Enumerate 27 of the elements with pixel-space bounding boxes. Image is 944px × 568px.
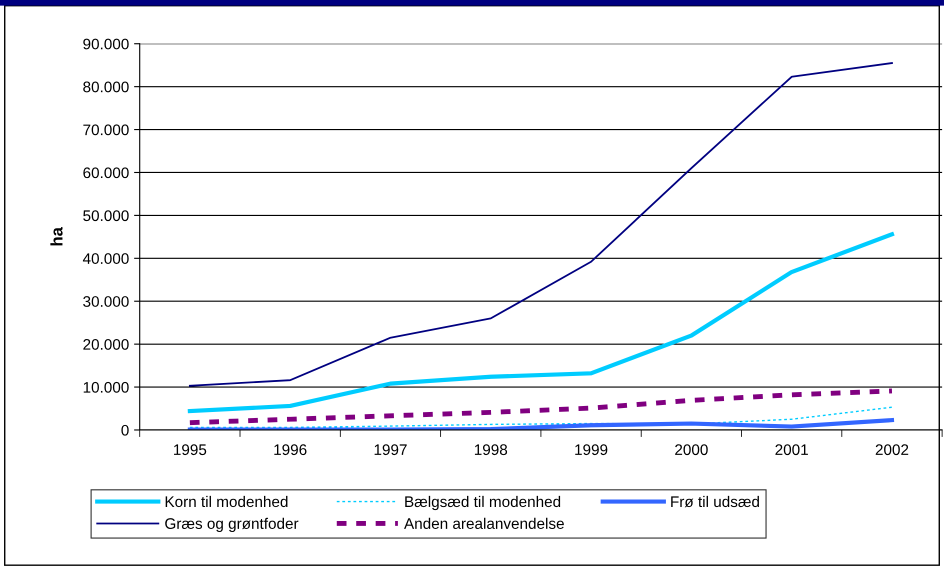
legend-label: Græs og grøntfoder — [165, 518, 298, 532]
y-tick-label: 0 — [121, 424, 129, 436]
legend-label: Korn til modenhed — [166, 496, 288, 508]
legend-label: Anden arealanvendelse — [404, 518, 564, 529]
line-series — [188, 232, 894, 414]
y-tick-label: 30.000 — [83, 296, 129, 307]
y-tick-label: 60.000 — [83, 167, 129, 178]
x-tick-label: 2000 — [675, 444, 708, 456]
legend-label: Frø til udsæd — [671, 496, 759, 508]
y-tick-label: 40.000 — [82, 253, 129, 264]
x-tick-label: 2001 — [775, 444, 808, 456]
y-tick-label: 80.000 — [83, 82, 129, 92]
y-tick-label: 90.000 — [83, 38, 129, 50]
x-tick-label: 1998 — [474, 444, 508, 456]
x-tick-label: 1995 — [174, 444, 206, 456]
line-series — [188, 62, 893, 387]
x-tick-label: 1996 — [274, 444, 306, 456]
x-tick-label: 2002 — [876, 444, 908, 456]
x-tick-label: 1997 — [374, 444, 407, 456]
legend-label: Bælgsæd til modenhed — [405, 496, 560, 510]
y-tick-label: 10.000 — [84, 382, 129, 393]
y-tick-label: 70.000 — [83, 124, 129, 136]
line-series — [188, 418, 894, 430]
y-axis-title: ha — [50, 227, 63, 246]
y-tick-label: 20.000 — [83, 339, 129, 350]
x-tick-label: 1999 — [575, 444, 608, 456]
y-tick-label: 50.000 — [83, 210, 129, 222]
